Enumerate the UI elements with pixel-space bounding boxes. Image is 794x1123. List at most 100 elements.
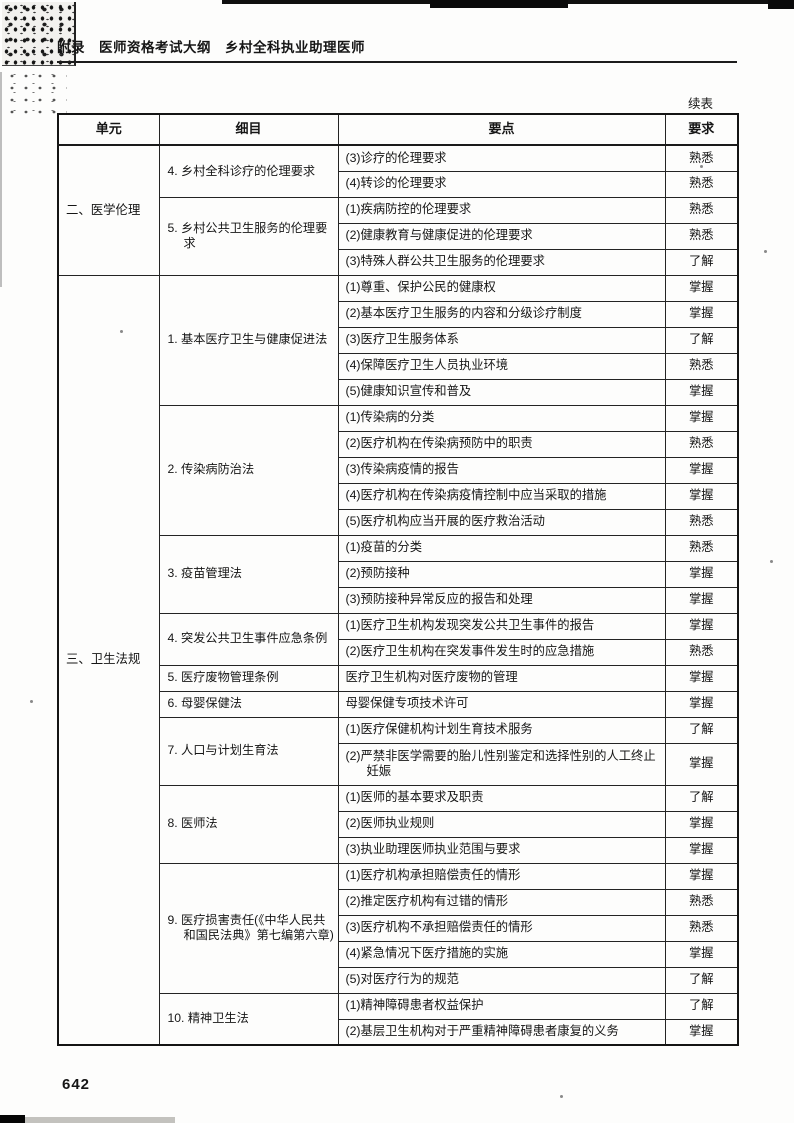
scan-noise-dot <box>764 250 767 253</box>
continued-table-label: 续表 <box>687 97 713 111</box>
point-cell: (2)基层卫生机构对于严重精神障碍患者康复的义务 <box>337 1018 666 1046</box>
requirement-cell: 掌握 <box>664 378 739 406</box>
table-row: (4)医疗机构在传染病疫情控制中应当采取的措施 掌握 <box>58 482 739 510</box>
item-cell: 6. 母婴保健法 <box>158 690 339 718</box>
point-cell: (2)推定医疗机构有过错的情形 <box>337 888 666 916</box>
table-row: 8. 医师法 (1)医师的基本要求及职责 了解 <box>58 784 739 864</box>
table-row: (3)预防接种异常反应的报告和处理 掌握 <box>58 586 739 614</box>
scan-smudge-artifact <box>2 2 76 66</box>
point-cell: (2)医疗卫生机构在突发事件发生时的应急措施 <box>337 638 666 666</box>
table-row: 7. 人口与计划生育法 (1)医疗保健机构计划生育技术服务 了解 <box>58 716 739 786</box>
table-row: (3)特殊人群公共卫生服务的伦理要求 了解 <box>58 248 739 276</box>
table-row: 4. 突发公共卫生事件应急条例 (1)医疗卫生机构发现突发公共卫生事件的报告 掌… <box>58 612 739 666</box>
point-cell: (3)预防接种异常反应的报告和处理 <box>337 586 666 614</box>
syllabus-table: 单元 细目 要点 要求 二、医学伦理 4. 乡村全科诊疗的伦理要求 (3)诊疗的… <box>57 113 739 1046</box>
table-row: (2)基层卫生机构对于严重精神障碍患者康复的义务 掌握 <box>58 1018 739 1046</box>
point-cell: (3)医疗卫生服务体系 <box>337 326 666 354</box>
requirement-cell: 掌握 <box>664 1018 739 1046</box>
requirement-cell: 熟悉 <box>664 196 739 224</box>
requirement-cell: 熟悉 <box>664 170 739 198</box>
point-cell: (4)医疗机构在传染病疫情控制中应当采取的措施 <box>337 482 666 510</box>
scan-corner-mark <box>25 1117 175 1123</box>
table-row: (5)健康知识宣传和普及 掌握 <box>58 378 739 406</box>
point-cell: (4)转诊的伦理要求 <box>337 170 666 198</box>
scan-edge-line <box>0 72 2 287</box>
column-header-unit: 单元 <box>57 113 160 146</box>
point-cell: (2)健康教育与健康促进的伦理要求 <box>337 222 666 250</box>
table-row: 二、医学伦理 4. 乡村全科诊疗的伦理要求 (3)诊疗的伦理要求 熟悉 <box>57 144 739 276</box>
requirement-cell: 掌握 <box>664 940 739 968</box>
item-cell: 9. 医疗损害责任(《中华人民共和国民法典》第七编第六章) <box>158 862 339 994</box>
point-cell: (1)医疗机构承担赔偿责任的情形 <box>337 862 666 890</box>
table-row: (5)对医疗行为的规范 了解 <box>58 966 739 994</box>
requirement-cell: 了解 <box>664 326 739 354</box>
requirement-cell: 掌握 <box>664 300 739 328</box>
point-cell: (5)医疗机构应当开展的医疗救治活动 <box>337 508 666 536</box>
requirement-cell: 了解 <box>664 966 739 994</box>
requirement-cell: 了解 <box>664 248 739 276</box>
point-cell: 医疗卫生机构对医疗废物的管理 <box>337 664 666 692</box>
point-cell: (2)医疗机构在传染病预防中的职责 <box>337 430 666 458</box>
point-cell: (3)执业助理医师执业范围与要求 <box>337 836 666 864</box>
requirement-cell: 熟悉 <box>664 638 739 666</box>
item-cell: 1. 基本医疗卫生与健康促进法 <box>158 274 339 406</box>
table-row: 2. 传染病防治法 (1)传染病的分类 掌握 <box>58 404 739 536</box>
table-row: (2)医师执业规则 掌握 <box>58 810 739 838</box>
item-cell: 4. 乡村全科诊疗的伦理要求 <box>158 144 339 198</box>
table-row: (4)转诊的伦理要求 熟悉 <box>58 170 739 198</box>
table-row: 三、卫生法规 1. 基本医疗卫生与健康促进法 (1)尊重、保护公民的健康权 掌握 <box>57 274 739 1046</box>
table-row: (5)医疗机构应当开展的医疗救治活动 熟悉 <box>58 508 739 536</box>
header-rule <box>57 61 737 63</box>
point-cell: (5)对医疗行为的规范 <box>337 966 666 994</box>
requirement-cell: 了解 <box>664 784 739 812</box>
point-cell: 母婴保健专项技术许可 <box>337 690 666 718</box>
requirement-cell: 熟悉 <box>664 352 739 380</box>
table-row: (2)医疗机构在传染病预防中的职责 熟悉 <box>58 430 739 458</box>
scan-noise-dot <box>770 560 773 563</box>
scan-noise-dot <box>30 700 33 703</box>
item-cell: 2. 传染病防治法 <box>158 404 339 536</box>
requirement-cell: 熟悉 <box>664 430 739 458</box>
item-cell: 8. 医师法 <box>158 784 339 864</box>
page-number: 642 <box>62 1076 91 1093</box>
table-row: 5. 乡村公共卫生服务的伦理要求 (1)疾病防控的伦理要求 熟悉 <box>58 196 739 276</box>
requirement-cell: 熟悉 <box>664 222 739 250</box>
column-header-requirement: 要求 <box>664 113 739 146</box>
point-cell: (2)预防接种 <box>337 560 666 588</box>
unit-cell: 三、卫生法规 <box>57 274 160 1046</box>
page-header: 附录 医师资格考试大纲 乡村全科执业助理医师 <box>57 40 365 55</box>
point-cell: (1)医师的基本要求及职责 <box>337 784 666 812</box>
point-cell: (2)严禁非医学需要的胎儿性别鉴定和选择性别的人工终止妊娠 <box>337 742 666 786</box>
requirement-cell: 熟悉 <box>664 508 739 536</box>
requirement-cell: 掌握 <box>664 404 739 432</box>
requirement-cell: 掌握 <box>664 456 739 484</box>
table-row: 3. 疫苗管理法 (1)疫苗的分类 熟悉 <box>58 534 739 614</box>
scan-edge-bar <box>430 0 568 8</box>
requirement-cell: 掌握 <box>664 862 739 890</box>
point-cell: (1)传染病的分类 <box>337 404 666 432</box>
table-row: (4)紧急情况下医疗措施的实施 掌握 <box>58 940 739 968</box>
column-header-item: 细目 <box>158 113 339 146</box>
table-row: 9. 医疗损害责任(《中华人民共和国民法典》第七编第六章) (1)医疗机构承担赔… <box>58 862 739 994</box>
scan-noise-dot <box>560 1095 563 1098</box>
point-cell: (1)医疗保健机构计划生育技术服务 <box>337 716 666 744</box>
point-cell: (1)疫苗的分类 <box>337 534 666 562</box>
unit-cell: 二、医学伦理 <box>57 144 160 276</box>
scan-smudge-artifact <box>5 70 67 118</box>
requirement-cell: 掌握 <box>664 742 739 786</box>
point-cell: (3)特殊人群公共卫生服务的伦理要求 <box>337 248 666 276</box>
requirement-cell: 了解 <box>664 716 739 744</box>
requirement-cell: 掌握 <box>664 560 739 588</box>
scan-edge-bar <box>768 0 794 9</box>
item-cell: 3. 疫苗管理法 <box>158 534 339 614</box>
column-header-point: 要点 <box>337 113 666 146</box>
point-cell: (4)紧急情况下医疗措施的实施 <box>337 940 666 968</box>
requirement-cell: 掌握 <box>664 274 739 302</box>
requirement-cell: 掌握 <box>664 612 739 640</box>
point-cell: (1)精神障碍患者权益保护 <box>337 992 666 1020</box>
point-cell: (2)基本医疗卫生服务的内容和分级诊疗制度 <box>337 300 666 328</box>
point-cell: (1)医疗卫生机构发现突发公共卫生事件的报告 <box>337 612 666 640</box>
item-cell: 7. 人口与计划生育法 <box>158 716 339 786</box>
requirement-cell: 熟悉 <box>664 144 739 172</box>
table-row: 6. 母婴保健法 母婴保健专项技术许可 掌握 <box>58 690 739 718</box>
